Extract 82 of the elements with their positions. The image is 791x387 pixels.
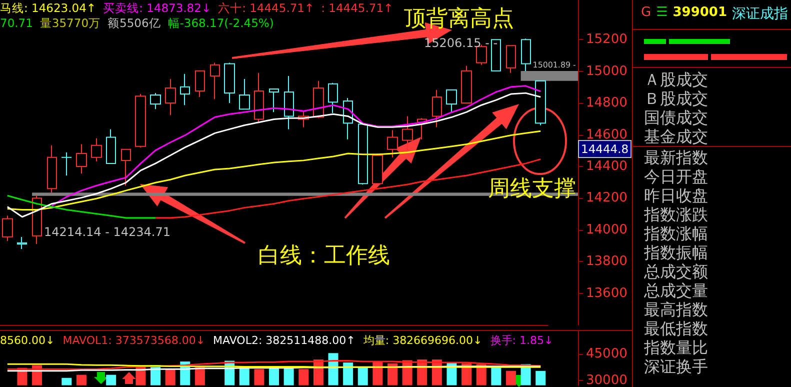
y-tick-label: 14800 bbox=[586, 96, 628, 111]
candlestick bbox=[17, 236, 27, 250]
text: 399001 bbox=[672, 5, 728, 22]
annotation: 70.71 bbox=[0, 16, 33, 30]
text: 指数涨幅 bbox=[644, 224, 708, 243]
line-series bbox=[6, 360, 542, 370]
candlestick bbox=[402, 116, 413, 151]
y-tick-label: 14400 bbox=[586, 158, 628, 174]
candlestick bbox=[491, 39, 501, 72]
text: G bbox=[641, 5, 652, 22]
text: 指数振幅 bbox=[644, 243, 708, 262]
text: 基金成交 bbox=[644, 127, 708, 146]
candlestick bbox=[135, 94, 146, 148]
candlestick bbox=[461, 65, 472, 104]
candlestick bbox=[165, 78, 176, 116]
annotation: 8560.00↓ bbox=[0, 334, 55, 347]
text: 深证成指 bbox=[732, 5, 788, 23]
y-tick-label: 14200 bbox=[586, 190, 628, 206]
candlestick bbox=[47, 144, 57, 194]
candlestick bbox=[76, 144, 87, 174]
y-tick-label: 14600 bbox=[586, 127, 628, 142]
y-tick-label: 13600 bbox=[586, 286, 628, 301]
band-label: 14214.14 - 14234.71 bbox=[44, 224, 171, 239]
text: ☰ bbox=[656, 5, 668, 22]
text: 昨日收盘 bbox=[644, 186, 708, 205]
annotation: 顶背离高点 bbox=[404, 6, 514, 32]
line-series bbox=[6, 194, 156, 219]
text: 国债成交 bbox=[644, 108, 708, 127]
y-tick-label: 15000 bbox=[586, 64, 628, 79]
annotation: 额5506亿 bbox=[108, 16, 161, 30]
candlestick bbox=[506, 45, 516, 74]
candlestick bbox=[358, 124, 368, 186]
text: 最新指数 bbox=[644, 148, 708, 167]
candlestick bbox=[91, 138, 102, 162]
y-tick-label: 30000 bbox=[586, 373, 628, 387]
annotation: 15206.15 - - bbox=[424, 36, 498, 50]
candlestick bbox=[387, 130, 398, 158]
annotation: 幅-368.17(-2.45%) bbox=[168, 16, 274, 30]
candlestick bbox=[210, 62, 220, 100]
candlestick bbox=[239, 78, 250, 110]
y-tick-label: 13800 bbox=[586, 254, 628, 270]
candlestick bbox=[254, 72, 264, 124]
annotation: 六十: 14445.71↑ bbox=[218, 1, 314, 15]
candlestick bbox=[224, 62, 235, 104]
text: 最低指数 bbox=[644, 319, 708, 338]
text: 指数涨跌 bbox=[644, 205, 708, 224]
candlestick bbox=[121, 148, 131, 186]
candlestick bbox=[150, 92, 161, 110]
y-tick-label: 15200 bbox=[586, 32, 628, 48]
text: 指数量比 bbox=[644, 338, 708, 357]
candlestick bbox=[180, 73, 190, 106]
text: Ａ股成交 bbox=[644, 70, 708, 89]
candlestick bbox=[269, 88, 279, 113]
annotation: 周线支撑 bbox=[488, 176, 576, 202]
annotation: 换手: 1.85↓ bbox=[490, 334, 554, 347]
annotation: MAVOL1: 373573568.00↓ bbox=[62, 334, 206, 347]
text: 总成交额 bbox=[644, 262, 708, 281]
candlestick bbox=[328, 82, 338, 114]
candlestick bbox=[535, 80, 546, 126]
candlestick bbox=[195, 70, 205, 98]
candlestick bbox=[521, 38, 531, 72]
annotation: 买卖线: 14873.82↓ bbox=[103, 1, 212, 15]
candlestick bbox=[61, 152, 72, 176]
y-tick-label: 14000 bbox=[586, 222, 628, 238]
annotation: MAVOL2: 382511488.00↑ bbox=[213, 334, 356, 347]
text: Ｂ股成交 bbox=[644, 89, 708, 108]
annotation: 马线: 14623.04↑ bbox=[0, 1, 96, 15]
text: 总成交量 bbox=[644, 281, 708, 300]
text: 最高指数 bbox=[644, 300, 708, 319]
annotation: 均量: 382669696.00↓ bbox=[362, 334, 482, 347]
candlestick bbox=[313, 80, 324, 119]
text: 今日开盘 bbox=[644, 167, 708, 186]
text: 深证换手 bbox=[644, 357, 708, 376]
annotation: 量35770万 bbox=[40, 16, 101, 30]
candlestick bbox=[432, 89, 442, 128]
candlestick bbox=[284, 75, 294, 130]
y-tick-label: 45000 bbox=[586, 346, 628, 362]
candlestick bbox=[106, 128, 116, 164]
text: 14444.8 bbox=[581, 142, 629, 156]
candlestick bbox=[446, 89, 457, 114]
annotation: 白线：工作线 bbox=[258, 244, 390, 268]
annotation: : 14445.71↑ bbox=[321, 1, 394, 15]
